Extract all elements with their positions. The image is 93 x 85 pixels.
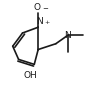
Text: O: O [34,3,41,12]
Text: N: N [36,17,43,26]
Text: −: − [43,6,48,12]
Text: +: + [45,20,50,25]
Text: OH: OH [23,71,37,80]
Text: N: N [64,31,71,40]
